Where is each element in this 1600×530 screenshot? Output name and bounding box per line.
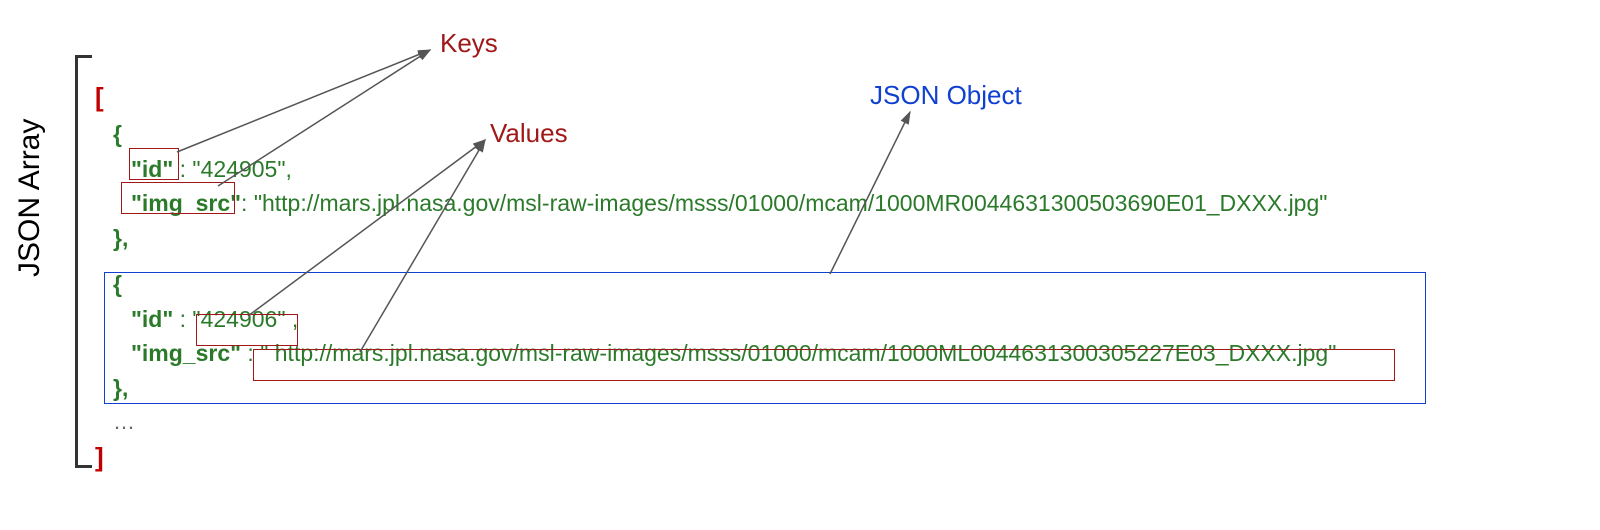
obj1-val-imgsrc: "http://mars.jpl.nasa.gov/msl-raw-images… — [254, 190, 1328, 216]
obj1-key-imgsrc: "img_src" — [131, 190, 241, 216]
obj1-entry-imgsrc: "img_src": "http://mars.jpl.nasa.gov/msl… — [95, 186, 1336, 221]
obj2-val-id: "424906" — [192, 306, 285, 332]
obj2-key-id: "id" — [131, 306, 173, 332]
obj1-entry-id: "id" : "424905", — [95, 152, 1336, 187]
ellipsis: … — [95, 405, 1336, 438]
obj1-key-id: "id" — [131, 156, 173, 182]
values-annotation: Values — [490, 118, 568, 149]
obj2-brace-close: }, — [113, 375, 128, 401]
obj2-brace-open: { — [113, 271, 122, 297]
code-block: [ { "id" : "424905", "img_src": "http://… — [95, 78, 1336, 477]
obj1-brace-open: { — [113, 121, 122, 147]
obj2-key-imgsrc: "img_src" — [131, 340, 241, 366]
obj2-entry-id: "id" : "424906" , — [95, 302, 1336, 337]
obj2-entry-imgsrc: "img_src" : " http://mars.jpl.nasa.gov/m… — [95, 336, 1336, 371]
obj1-brace-close: }, — [113, 225, 128, 251]
keys-annotation: Keys — [440, 28, 498, 59]
array-bracket-side — [75, 55, 92, 465]
obj2-val-imgsrc: " http://mars.jpl.nasa.gov/msl-raw-image… — [260, 340, 1336, 366]
array-open: [ — [95, 82, 104, 112]
array-close: ] — [95, 442, 104, 472]
json-object-annotation: JSON Object — [870, 80, 1022, 111]
obj1-val-id: "424905" — [192, 156, 285, 182]
json-array-label: JSON Array — [13, 119, 47, 277]
array-bracket-bottom — [75, 465, 92, 468]
